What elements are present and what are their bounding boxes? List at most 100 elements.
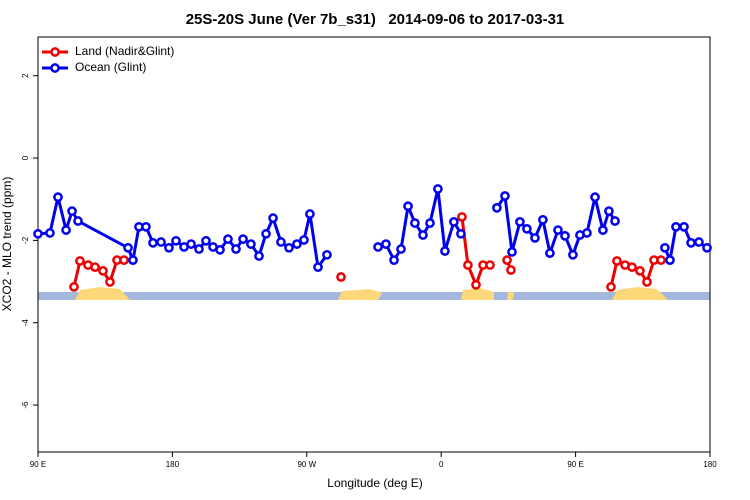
land-patch bbox=[75, 287, 130, 300]
point bbox=[305, 209, 315, 219]
legend-marker bbox=[50, 47, 60, 57]
point bbox=[440, 246, 450, 256]
point bbox=[530, 233, 540, 243]
point bbox=[463, 260, 473, 270]
point bbox=[194, 244, 204, 254]
point bbox=[299, 235, 309, 245]
point bbox=[223, 234, 233, 244]
point bbox=[98, 265, 108, 276]
point bbox=[396, 244, 406, 254]
legend-marker bbox=[50, 63, 60, 73]
point bbox=[284, 242, 294, 253]
point bbox=[186, 239, 196, 249]
land-patch bbox=[507, 292, 514, 300]
point bbox=[238, 234, 248, 244]
x-tick-label: 90 E bbox=[30, 460, 46, 469]
point bbox=[261, 228, 271, 239]
point bbox=[336, 272, 346, 282]
y-tick-label: 0 bbox=[21, 155, 30, 160]
chart-title: 25S-20S June (Ver 7b_s31) 2014-09-06 to … bbox=[186, 11, 565, 28]
point bbox=[671, 221, 681, 232]
point bbox=[141, 221, 151, 232]
point bbox=[276, 237, 286, 247]
point bbox=[612, 256, 622, 266]
legend-label: Ocean (Glint) bbox=[75, 60, 146, 74]
point bbox=[73, 216, 83, 226]
point bbox=[553, 225, 563, 235]
point bbox=[61, 225, 71, 235]
land-patch bbox=[461, 288, 494, 300]
point bbox=[604, 206, 614, 217]
y-tick-label: -2 bbox=[21, 236, 30, 244]
point bbox=[656, 255, 666, 265]
point bbox=[506, 265, 516, 275]
point bbox=[492, 203, 502, 213]
legend-label: Land (Nadir&Glint) bbox=[75, 44, 174, 58]
x-tick-label: 90 W bbox=[297, 460, 316, 469]
point bbox=[90, 262, 100, 272]
point bbox=[538, 214, 548, 225]
point bbox=[635, 265, 645, 276]
point bbox=[119, 255, 129, 265]
point bbox=[449, 217, 459, 227]
point bbox=[627, 262, 637, 272]
point bbox=[568, 249, 578, 260]
point bbox=[560, 231, 570, 241]
point bbox=[679, 221, 689, 232]
point bbox=[148, 238, 158, 248]
point bbox=[590, 192, 600, 203]
point bbox=[457, 212, 467, 222]
point bbox=[171, 235, 181, 246]
point bbox=[582, 228, 592, 238]
point bbox=[425, 218, 435, 228]
point bbox=[507, 247, 517, 257]
point bbox=[215, 245, 225, 255]
x-tick-label: 0 bbox=[439, 460, 444, 469]
x-tick-label: 180 bbox=[703, 460, 717, 469]
y-tick-label: 2 bbox=[21, 73, 30, 78]
point bbox=[456, 228, 466, 239]
y-tick-label: -6 bbox=[21, 401, 30, 409]
point bbox=[292, 239, 302, 249]
point bbox=[123, 242, 133, 253]
point bbox=[694, 237, 704, 247]
point bbox=[686, 238, 696, 248]
point bbox=[268, 213, 278, 224]
point bbox=[403, 201, 413, 212]
point bbox=[660, 242, 670, 253]
point bbox=[471, 279, 481, 290]
point bbox=[231, 244, 241, 254]
point bbox=[515, 217, 525, 227]
point bbox=[373, 242, 383, 252]
point bbox=[69, 282, 79, 292]
point bbox=[45, 228, 55, 238]
point bbox=[502, 255, 512, 265]
point bbox=[313, 262, 323, 272]
x-tick-label: 90 E bbox=[567, 460, 583, 469]
point bbox=[418, 230, 428, 240]
point bbox=[522, 224, 532, 234]
point bbox=[67, 206, 77, 217]
point bbox=[322, 249, 332, 260]
point bbox=[381, 239, 391, 249]
point bbox=[610, 216, 620, 226]
point bbox=[254, 251, 264, 261]
point bbox=[156, 237, 166, 247]
land-patch bbox=[338, 289, 382, 300]
y-axis-label: XCO2 - MLO trend (ppm) bbox=[0, 177, 14, 312]
point bbox=[201, 235, 211, 246]
x-tick-label: 180 bbox=[166, 460, 180, 469]
point bbox=[500, 191, 510, 201]
point bbox=[606, 282, 616, 292]
point bbox=[33, 228, 43, 239]
point bbox=[545, 248, 555, 258]
point bbox=[105, 277, 115, 287]
point bbox=[164, 242, 174, 253]
point bbox=[433, 184, 443, 194]
point bbox=[642, 277, 652, 287]
x-axis-label: Longitude (deg E) bbox=[327, 476, 422, 490]
point bbox=[598, 225, 608, 235]
point bbox=[53, 192, 63, 203]
